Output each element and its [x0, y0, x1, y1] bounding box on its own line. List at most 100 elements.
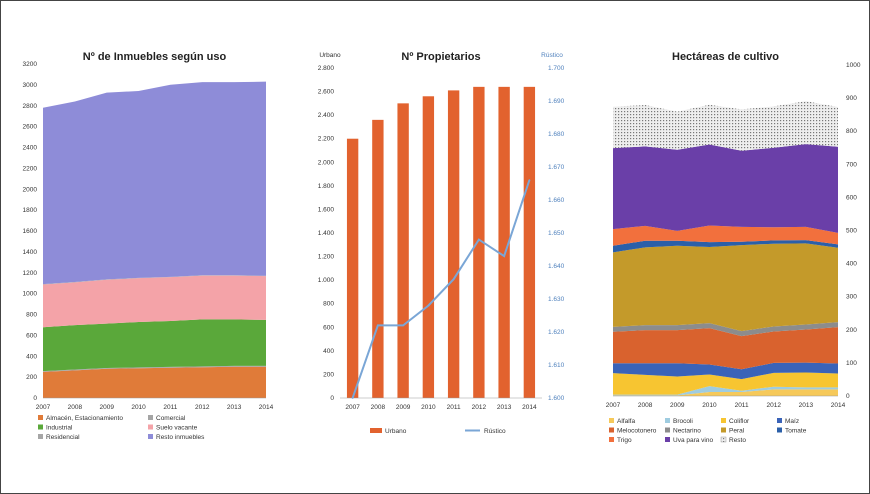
- area-series: [613, 389, 838, 396]
- legend-swatch: [38, 434, 43, 439]
- bar: [346, 138, 359, 398]
- y-left-tick-label: 2.800: [318, 65, 335, 72]
- legend-swatch: [370, 428, 382, 433]
- y-tick-label: 3200: [23, 61, 38, 68]
- legend-label: Peral: [729, 428, 745, 435]
- y-tick-label: 600: [26, 332, 37, 339]
- legend-label: Resto: [729, 437, 746, 444]
- legend-label: Comercial: [156, 415, 186, 422]
- area-series: [613, 327, 838, 370]
- y-tick-label: 1400: [23, 249, 38, 256]
- legend-label: Almacén, Estacionamiento: [46, 415, 123, 422]
- y-tick-label: 400: [26, 353, 37, 360]
- chart-inmuebles: Nº de Inmuebles según uso 0 200 400 600 800 10…: [23, 51, 274, 441]
- area-series: [613, 144, 838, 233]
- y-tick-label: 1600: [23, 228, 38, 235]
- bar: [473, 86, 485, 398]
- line-point: [376, 324, 379, 327]
- legend-label: Tomate: [785, 428, 807, 435]
- bar: [422, 96, 435, 399]
- y-tick-label: 1000: [23, 291, 38, 298]
- area-series: [613, 362, 838, 380]
- chart-title: Nº Propietarios: [401, 51, 480, 63]
- chart-propietarios: Nº Propietarios Urbano Rústico 0 200 400 600 80…: [318, 51, 565, 435]
- area-series: [613, 225, 838, 246]
- y-left-tick-label: 1.800: [318, 183, 335, 190]
- y-left-tick-label: 400: [323, 348, 334, 355]
- legend-label: Rústico: [484, 428, 506, 435]
- x-tick-label: 2008: [68, 404, 83, 411]
- chart-hectareas: Hectáreas de cultivo 0 100 200 300 400 500 600 7…: [606, 51, 861, 444]
- area-series: [613, 243, 838, 332]
- legend-swatch: [38, 424, 43, 430]
- y-right-axis-label: Rústico: [541, 52, 563, 59]
- legend-swatch: [665, 418, 670, 423]
- legend-label: Urbano: [385, 428, 407, 435]
- chart-title: Hectáreas de cultivo: [672, 51, 779, 63]
- area-series: [43, 81, 266, 285]
- x-tick-label: 2007: [36, 404, 51, 411]
- x-tick-label: 2007: [345, 404, 360, 411]
- y-tick-label: 600: [846, 194, 857, 201]
- x-tick-label: 2012: [766, 402, 781, 409]
- x-tick-label: 2008: [638, 402, 653, 409]
- y-tick-label: 300: [846, 294, 857, 301]
- legend-swatch: [148, 415, 153, 420]
- y-right-tick-label: 1.650: [548, 230, 565, 237]
- x-tick-label: 2011: [163, 404, 177, 411]
- y-left-tick-label: 1.000: [318, 277, 335, 284]
- line-point: [427, 304, 430, 307]
- y-right-tick-label: 1.600: [548, 395, 565, 402]
- x-tick-label: 2009: [396, 404, 411, 411]
- y-left-tick-label: 2.600: [318, 89, 335, 96]
- legend-label: Residencial: [46, 434, 80, 441]
- y-tick-label: 3000: [23, 82, 38, 89]
- x-tick-label: 2009: [99, 404, 114, 411]
- x-tick-label: 2014: [831, 402, 846, 409]
- area-series: [613, 240, 838, 253]
- y-left-axis-label: Urbano: [319, 52, 341, 59]
- y-right-tick-label: 1.620: [548, 329, 565, 336]
- line-point: [477, 238, 480, 241]
- legend-label: Trigo: [617, 437, 632, 444]
- legend-label: Melocotonero: [617, 428, 657, 435]
- y-right-tick-label: 1.660: [548, 197, 565, 204]
- x-tick-label: 2010: [421, 404, 436, 411]
- area-series: [613, 322, 838, 337]
- legend-swatch: [38, 415, 43, 420]
- line-point: [528, 179, 531, 182]
- y-tick-label: 500: [846, 228, 857, 235]
- area-series: [43, 319, 266, 372]
- legend-label: Alfalfa: [617, 418, 635, 425]
- y-left-tick-label: 2.400: [318, 112, 335, 119]
- bar: [498, 86, 510, 398]
- area-series: [613, 386, 838, 396]
- y-tick-label: 2800: [23, 103, 38, 110]
- x-tick-label: 2013: [497, 404, 512, 411]
- y-left-tick-label: 600: [323, 324, 334, 331]
- x-tick-label: 2011: [447, 404, 461, 411]
- bar: [447, 90, 460, 399]
- area-series: [613, 101, 838, 151]
- y-left-tick-label: 200: [323, 371, 334, 378]
- legend-label: Suelo vacante: [156, 425, 198, 432]
- x-tick-label: 2012: [195, 404, 210, 411]
- legend-swatch: [148, 424, 153, 430]
- legend-label: Coliflor: [729, 418, 750, 425]
- y-tick-label: 400: [846, 261, 857, 268]
- legend-swatch: [721, 427, 726, 433]
- line-series: [351, 179, 531, 399]
- x-tick-label: 2013: [799, 402, 814, 409]
- legend-swatch: [777, 427, 782, 433]
- legend-swatch: [665, 437, 670, 442]
- y-tick-label: 700: [846, 161, 857, 168]
- y-right-tick-label: 1.680: [548, 131, 565, 138]
- x-tick-label: 2007: [606, 402, 621, 409]
- x-tick-label: 2013: [227, 404, 242, 411]
- y-left-tick-label: 2.200: [318, 136, 335, 143]
- y-right-tick-label: 1.610: [548, 362, 565, 369]
- x-tick-label: 2008: [371, 404, 386, 411]
- y-left-tick-label: 800: [323, 301, 334, 308]
- legend-swatch: [609, 427, 614, 433]
